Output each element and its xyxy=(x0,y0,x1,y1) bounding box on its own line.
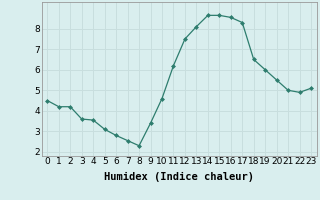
X-axis label: Humidex (Indice chaleur): Humidex (Indice chaleur) xyxy=(104,172,254,182)
